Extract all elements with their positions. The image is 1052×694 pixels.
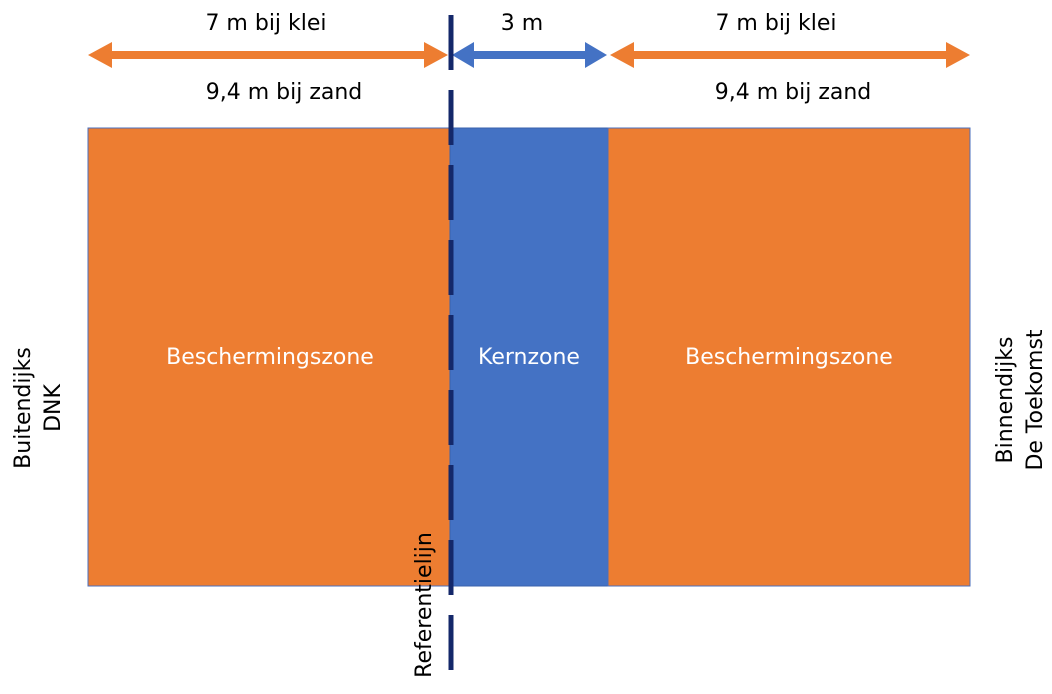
dimension-label: 9,4 m bij zand <box>715 80 872 105</box>
dimension-label: 7 m bij klei <box>715 11 836 36</box>
zone-core <box>449 127 609 587</box>
zone-label: Beschermingszone <box>685 345 893 370</box>
arrow-right <box>610 42 970 68</box>
reference-label: Referentielijn <box>412 532 437 678</box>
zone-label: Kernzone <box>478 345 580 370</box>
side-label: Buitendijks <box>11 347 36 469</box>
side-label: De Toekomst <box>1023 329 1048 470</box>
side-label: Binnendijks <box>993 337 1018 464</box>
arrow-core <box>452 42 607 68</box>
zone-label: Beschermingszone <box>166 345 374 370</box>
dimension-label: 3 m <box>501 11 543 36</box>
dimension-label: 9,4 m bij zand <box>206 80 363 105</box>
dimension-label: 7 m bij klei <box>205 11 326 36</box>
zone-left <box>87 127 451 587</box>
side-label: DNK <box>41 384 66 432</box>
zone-right <box>607 127 971 587</box>
arrow-left <box>88 42 448 68</box>
